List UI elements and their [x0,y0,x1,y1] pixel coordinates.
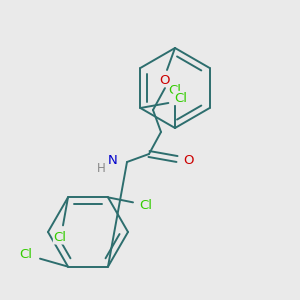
Text: H: H [97,161,105,175]
Text: Cl: Cl [140,199,152,212]
Text: Cl: Cl [174,92,187,104]
Text: O: O [184,154,194,167]
Text: O: O [160,74,170,86]
Text: Cl: Cl [169,83,182,97]
Text: Cl: Cl [20,248,32,261]
Text: Cl: Cl [53,231,67,244]
Text: N: N [108,154,118,166]
